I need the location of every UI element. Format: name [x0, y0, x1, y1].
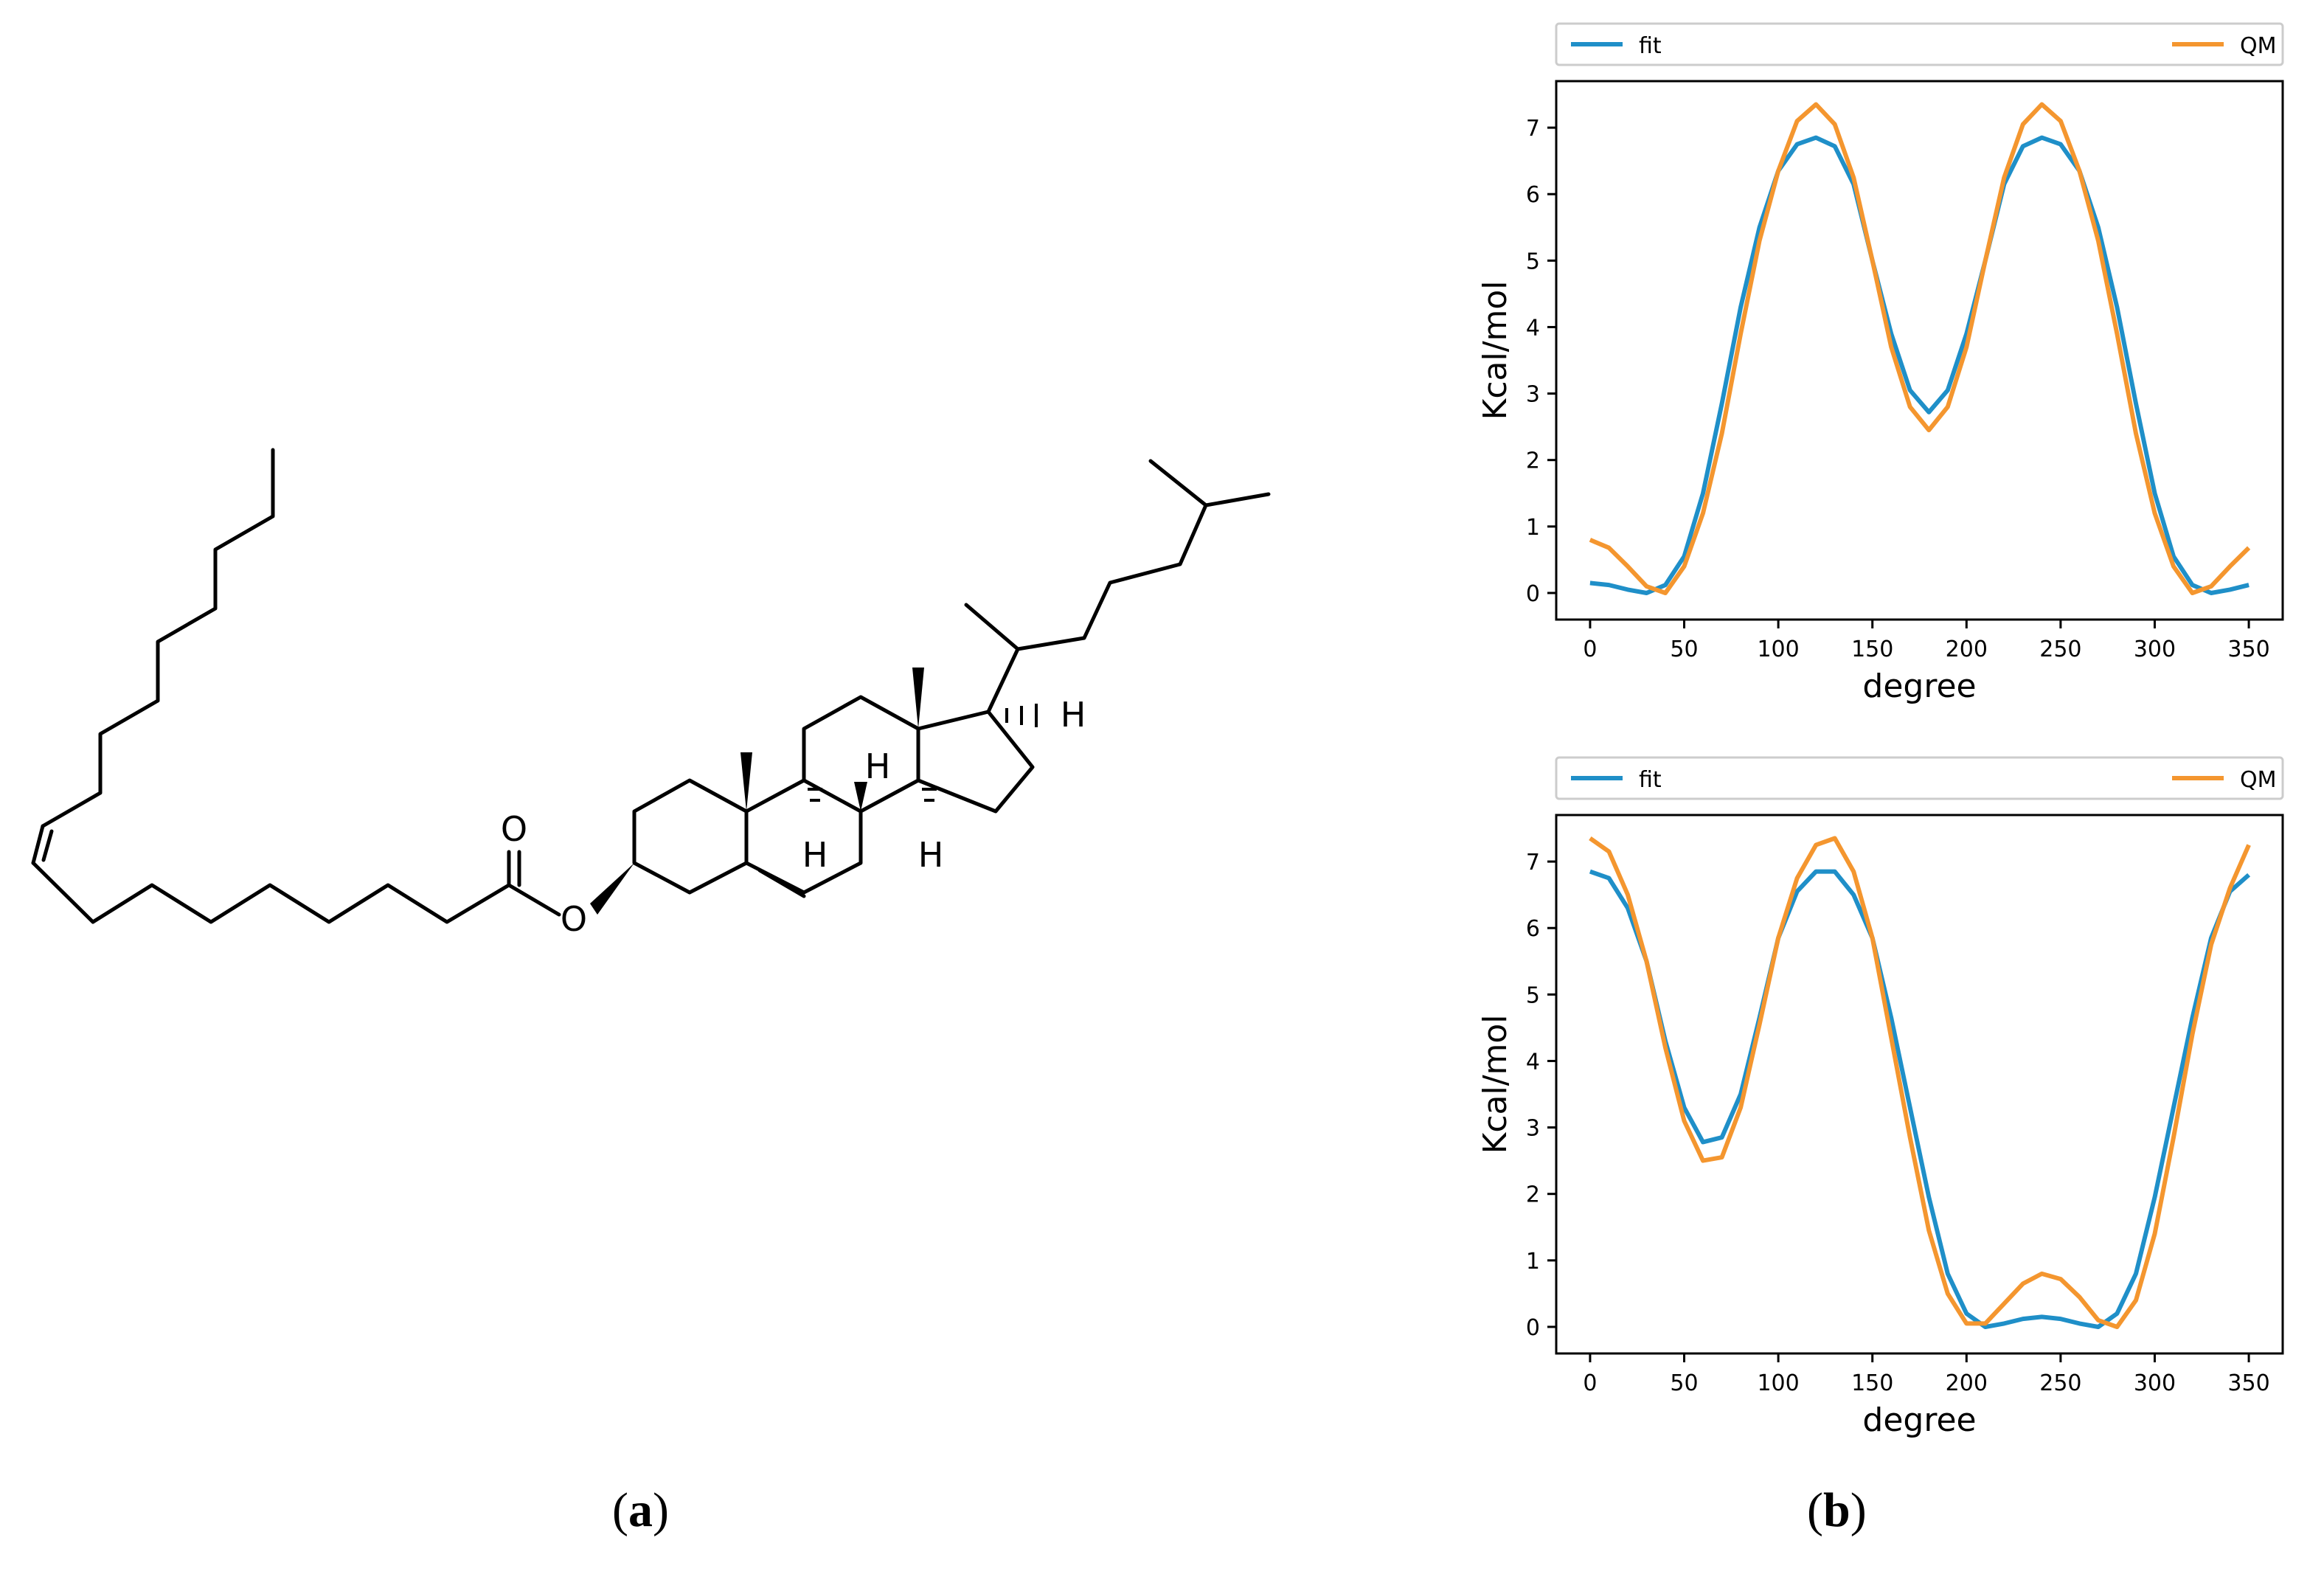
atom-label-h17: H	[1061, 695, 1086, 735]
x-tick-label: 250	[2039, 637, 2081, 662]
wedge-c10-methyl	[740, 752, 752, 811]
atom-label-ester-o: O	[561, 899, 587, 939]
molecule-structure: O O H H H H	[31, 448, 1271, 939]
x-tick-label: 350	[2227, 637, 2269, 662]
wedge-h8	[854, 782, 867, 811]
legend: fit QM	[1555, 756, 2284, 800]
atom-label-h9: H	[802, 835, 828, 875]
y-tick-label: 0	[1526, 581, 1540, 607]
chart-svg: fit QM 0 50 100 150 200 250 300 350 0 1 2 3 4 5 6 7 degree…	[1477, 756, 2284, 1439]
fatty-chain-upper	[41, 448, 275, 828]
legend-label-fit: fit	[1639, 33, 1662, 59]
x-tick-label: 200	[1946, 637, 1988, 662]
y-axis-label: Kcal/mol	[1477, 280, 1514, 420]
x-tick-label: 100	[1757, 1370, 1799, 1396]
series-line-fit	[1589, 135, 2250, 595]
x-axis-label: degree	[1862, 1401, 1976, 1439]
atom-label-h8: H	[865, 746, 891, 786]
wedge-c13-methyl	[912, 668, 924, 729]
x-tick-label: 0	[1583, 637, 1597, 662]
x-tick-label: 100	[1757, 637, 1799, 662]
panel-label-a: (a)	[612, 1483, 669, 1537]
y-tick-label: 4	[1526, 315, 1540, 341]
x-tick-label: 150	[1851, 1370, 1893, 1396]
plot-frame	[1555, 80, 2284, 621]
y-tick-label: 6	[1526, 916, 1540, 942]
x-tick-label: 250	[2039, 1370, 2081, 1396]
x-tick-label: 0	[1583, 1370, 1597, 1396]
legend-label-QM: QM	[2240, 33, 2277, 59]
ring-c	[802, 695, 920, 814]
y-tick-label: 7	[1526, 116, 1540, 142]
legend-label-fit: fit	[1639, 767, 1662, 793]
x-tick-label: 300	[2134, 637, 2176, 662]
legend-label-QM: QM	[2240, 767, 2277, 793]
fatty-chain-lower	[31, 861, 511, 924]
ring-a	[632, 778, 749, 895]
legend: fit QM	[1555, 22, 2284, 66]
y-tick-label: 5	[1526, 249, 1540, 274]
y-tick-label: 3	[1526, 382, 1540, 408]
plot-frame	[1555, 814, 2284, 1355]
atom-label-carbonyl-o: O	[501, 809, 527, 849]
y-tick-label: 1	[1526, 515, 1540, 541]
x-tick-label: 300	[2134, 1370, 2176, 1396]
panel-label-b: (b)	[1807, 1483, 1867, 1537]
ester-bond	[507, 883, 561, 917]
wedge-o	[590, 863, 634, 915]
atom-label-h14: H	[918, 835, 944, 875]
chart-svg: fit QM 0 50 100 150 200 250 300 350 0 1 2 3 4 5 6 7 degree…	[1477, 22, 2284, 705]
y-tick-label: 0	[1526, 1315, 1540, 1341]
y-tick-label: 3	[1526, 1116, 1540, 1142]
ring-d	[916, 710, 1035, 814]
side-chain	[986, 492, 1271, 714]
y-tick-label: 4	[1526, 1049, 1540, 1075]
x-tick-label: 50	[1670, 1370, 1698, 1396]
x-tick-label: 50	[1670, 637, 1698, 662]
ring-b	[744, 778, 863, 895]
y-tick-label: 2	[1526, 1182, 1540, 1208]
y-tick-label: 7	[1526, 850, 1540, 876]
x-axis-label: degree	[1862, 668, 1976, 705]
y-tick-label: 6	[1526, 182, 1540, 208]
y-tick-label: 1	[1526, 1249, 1540, 1275]
y-axis-label: Kcal/mol	[1477, 1014, 1514, 1154]
x-tick-label: 350	[2227, 1370, 2269, 1396]
y-tick-label: 5	[1526, 982, 1540, 1008]
x-tick-label: 150	[1851, 637, 1893, 662]
series-line-QM	[1589, 102, 2251, 595]
chart-top: fit QM 0 50 100 150 200 250 300 350 0 1 2 3 4 5 6 7 degree…	[1468, 15, 2324, 752]
x-tick-label: 200	[1946, 1370, 1988, 1396]
series-line-QM	[1589, 836, 2251, 1329]
y-tick-label: 2	[1526, 448, 1540, 474]
hash-bonds	[808, 704, 1038, 802]
chart-bottom: fit QM 0 50 100 150 200 250 300 350 0 1 2 3 4 5 6 7 degree…	[1468, 749, 2324, 1486]
cis-double-bond	[31, 824, 45, 865]
series-line-fit	[1589, 869, 2251, 1329]
